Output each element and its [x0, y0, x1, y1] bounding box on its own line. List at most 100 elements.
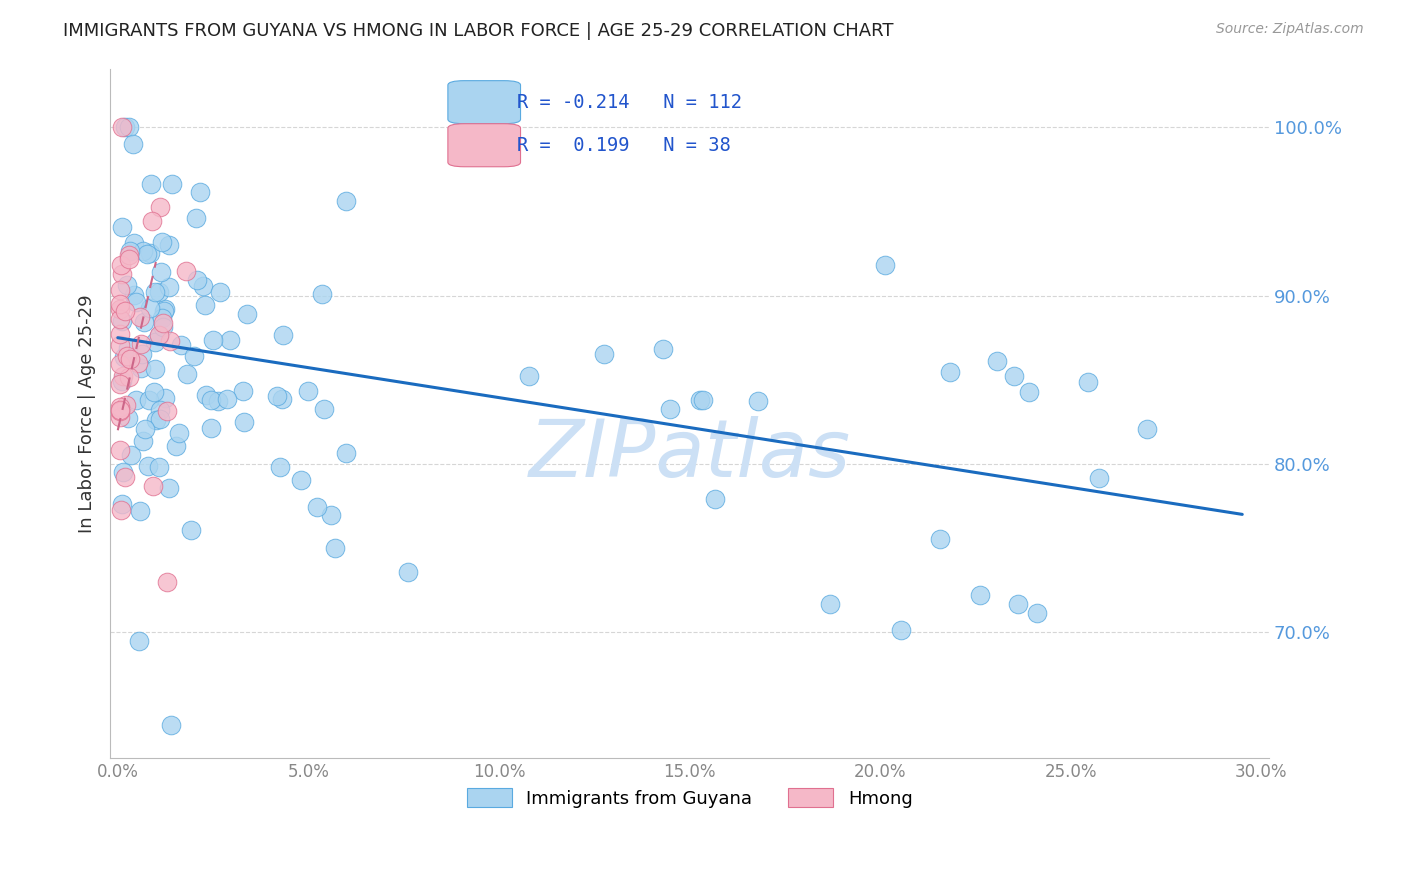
Point	[658, 402, 681, 417]
Point	[132, 434, 155, 448]
Point	[233, 415, 256, 429]
Point	[150, 265, 173, 279]
Point	[118, 370, 141, 384]
Point	[127, 356, 149, 370]
Point	[396, 566, 419, 580]
Point	[122, 288, 145, 302]
Point	[1077, 376, 1099, 390]
Point	[129, 504, 152, 518]
Point	[180, 523, 202, 537]
Point	[139, 177, 162, 191]
Point	[114, 120, 136, 135]
Point	[118, 247, 141, 261]
Point	[1088, 471, 1111, 485]
Point	[120, 244, 142, 258]
Point	[112, 369, 135, 384]
Point	[132, 315, 155, 329]
Point	[692, 393, 714, 408]
Point	[148, 459, 170, 474]
Point	[184, 211, 207, 225]
Point	[156, 574, 179, 589]
Point	[323, 541, 346, 555]
Point	[290, 473, 312, 487]
Point	[108, 403, 131, 417]
Point	[1026, 606, 1049, 620]
Point	[117, 349, 139, 363]
Point	[111, 374, 134, 388]
Point	[108, 442, 131, 457]
Point	[969, 588, 991, 602]
Point	[148, 328, 170, 343]
Point	[108, 400, 131, 414]
Point	[134, 422, 156, 436]
Point	[110, 219, 132, 234]
Text: ZIPatlas: ZIPatlas	[529, 416, 851, 494]
Point	[111, 267, 134, 281]
Point	[139, 246, 162, 260]
Point	[108, 302, 131, 317]
Point	[117, 278, 139, 293]
Point	[141, 214, 163, 228]
Point	[128, 633, 150, 648]
Point	[156, 404, 179, 418]
Point	[1018, 384, 1040, 399]
Point	[1136, 422, 1159, 436]
Point	[136, 458, 159, 473]
Point	[335, 194, 357, 208]
Point	[110, 357, 132, 371]
Point	[111, 465, 134, 479]
Point	[890, 623, 912, 637]
Point	[162, 178, 184, 192]
Point	[108, 409, 131, 424]
Point	[312, 402, 335, 417]
Point	[112, 350, 135, 364]
Point	[108, 377, 131, 392]
Point	[157, 237, 180, 252]
Point	[149, 200, 172, 214]
Point	[117, 252, 139, 266]
Point	[188, 185, 211, 199]
Point	[148, 329, 170, 343]
Point	[145, 413, 167, 427]
Point	[703, 492, 725, 507]
Point	[110, 258, 132, 272]
Point	[143, 285, 166, 299]
Point	[142, 479, 165, 493]
Point	[939, 365, 962, 379]
Point	[152, 320, 174, 334]
Point	[321, 508, 343, 522]
Point	[143, 334, 166, 349]
Point	[986, 353, 1008, 368]
Point	[218, 334, 240, 348]
Point	[110, 283, 132, 297]
Point	[125, 393, 148, 408]
Point	[266, 389, 288, 403]
Point	[152, 316, 174, 330]
Point	[169, 426, 191, 441]
Point	[114, 304, 136, 318]
Point	[176, 263, 198, 277]
Point	[129, 337, 152, 351]
Point	[689, 392, 711, 407]
Point	[929, 533, 952, 547]
Point	[305, 500, 328, 514]
Point	[153, 304, 176, 318]
Y-axis label: In Labor Force | Age 25-29: In Labor Force | Age 25-29	[79, 294, 96, 533]
Point	[149, 403, 172, 417]
Point	[194, 388, 217, 402]
Point	[114, 398, 136, 412]
Point	[114, 470, 136, 484]
Point	[1007, 597, 1029, 611]
Point	[138, 301, 160, 315]
Point	[160, 717, 183, 731]
Point	[131, 346, 153, 360]
Point	[651, 342, 673, 356]
Point	[108, 404, 131, 418]
Point	[155, 301, 177, 316]
Point	[215, 392, 238, 406]
Legend: Immigrants from Guyana, Hmong: Immigrants from Guyana, Hmong	[460, 780, 920, 815]
Point	[155, 391, 177, 405]
Point	[194, 298, 217, 312]
Point	[125, 295, 148, 310]
Point	[110, 338, 132, 352]
